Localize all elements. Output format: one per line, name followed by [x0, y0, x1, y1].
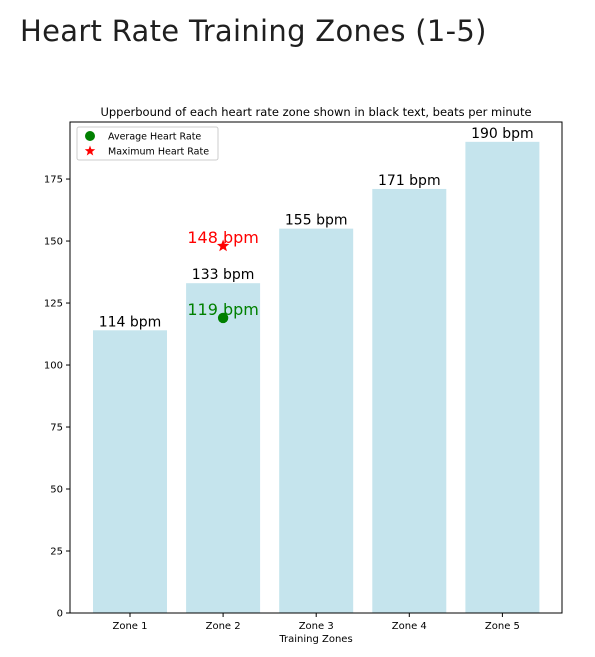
y-tick-label: 75: [50, 423, 63, 434]
chart-title: Upperbound of each heart rate zone shown…: [100, 105, 531, 119]
bars-layer: 114 bpm 133 bpm 155 bpm 171 bpm 190 bpm: [93, 126, 540, 613]
y-tick-label: 25: [50, 547, 63, 558]
legend-dot-icon: [85, 131, 95, 141]
average-heart-rate-label: 119 bpm: [187, 300, 259, 319]
x-tick-label: Zone 5: [485, 621, 520, 632]
maximum-heart-rate-label: 148 bpm: [187, 228, 259, 247]
bar-zone-2: [186, 283, 261, 613]
bar-zone-5: [465, 141, 540, 613]
legend-box: [76, 126, 219, 161]
bar-zone-4: [372, 188, 447, 613]
y-tick-label: 125: [44, 299, 63, 310]
legend-entry-label: Maximum Heart Rate: [108, 147, 209, 158]
y-tick-label: 50: [50, 485, 63, 496]
x-tick-label: Zone 1: [113, 621, 148, 632]
x-axis: Zone 1 Zone 2 Zone 3 Zone 4 Zone 5: [113, 613, 520, 632]
legend-entry-label: Average Heart Rate: [108, 132, 201, 143]
x-tick-label: Zone 4: [392, 621, 427, 632]
data-label-zone-4: 171 bpm: [378, 173, 441, 189]
data-label-zone-5: 190 bpm: [471, 126, 534, 142]
y-tick-label: 150: [44, 237, 63, 248]
maximum-heart-rate-star-marker: [216, 239, 230, 252]
bar-zone-1: [93, 330, 167, 613]
x-tick-label: Zone 3: [299, 621, 334, 632]
y-tick-label: 0: [57, 609, 63, 620]
x-axis-title: Training Zones: [278, 634, 352, 645]
plot-frame: [69, 121, 563, 614]
x-tick-label: Zone 2: [206, 621, 241, 632]
y-tick-label: 100: [44, 361, 63, 372]
legend-star-icon: [84, 145, 96, 156]
y-axis: 0 25 50 75 100 125 150 175: [44, 175, 70, 620]
y-tick-label: 175: [44, 175, 63, 186]
bar-zone-3: [279, 228, 354, 613]
data-label-zone-1: 114 bpm: [99, 314, 162, 330]
legend: Average Heart Rate Maximum Heart Rate: [76, 126, 219, 161]
data-label-zone-3: 155 bpm: [285, 213, 348, 229]
page-title: Heart Rate Training Zones (1-5): [20, 14, 487, 48]
markers-layer: 119 bpm 148 bpm: [187, 228, 259, 324]
data-label-zone-2: 133 bpm: [192, 267, 255, 283]
average-heart-rate-dot-marker: [217, 312, 229, 324]
